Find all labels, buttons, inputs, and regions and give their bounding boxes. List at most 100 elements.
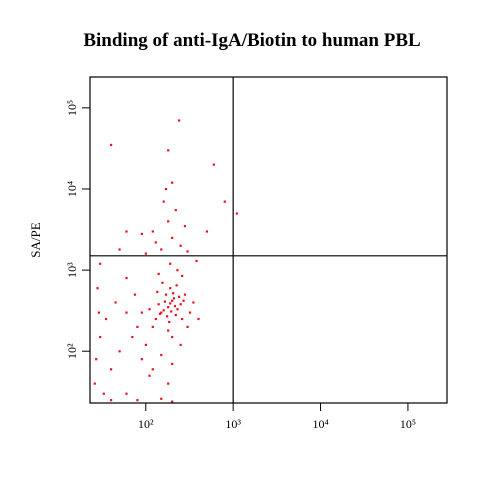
points [93,119,238,403]
y-tick-label: 10⁴ [65,181,79,197]
dot [160,353,163,357]
dot [136,399,139,402]
chart-title: Binding of anti-IgA/Biotin to human PBL [83,30,420,51]
dot [162,200,165,203]
x-tick-label: 10⁴ [312,417,328,431]
dot [182,299,185,302]
dot [177,295,181,298]
dot [125,230,128,233]
dot [172,292,175,295]
y-tick-label: 10² [65,343,79,359]
dot [186,250,189,253]
dot [166,315,169,318]
plot-frame [89,76,448,404]
dot [125,392,128,395]
dot [167,329,170,332]
dot [148,374,151,377]
dot [136,325,139,328]
dot [174,209,177,212]
dot [170,310,173,313]
dot [160,397,163,400]
dot [114,301,117,304]
dot [144,343,147,346]
dot [125,276,128,280]
dot [148,308,151,311]
dot [172,297,176,300]
dot [179,343,182,346]
dot [160,248,163,251]
dot [183,293,187,296]
dot [97,311,100,314]
dot [188,311,192,314]
dot [164,187,168,191]
dot [167,382,170,385]
dot [176,308,179,311]
dot [110,368,113,371]
dot [168,320,171,324]
dot [171,335,174,339]
y-tick-label: 10³ [65,262,79,278]
x-tick-label: 10² [138,417,154,431]
dot [151,325,154,328]
dot [144,252,147,255]
dot [131,335,134,339]
dot [192,301,195,304]
dot [154,241,157,244]
dot [175,284,178,287]
dot [96,287,99,290]
dot [171,181,174,184]
dot [176,269,179,272]
dot [169,262,172,265]
dot [104,317,108,321]
dot [156,290,159,294]
dot [167,306,170,309]
dot [99,335,102,339]
dot [163,300,166,303]
dot [167,149,170,152]
dot [125,311,128,314]
dot [177,119,181,122]
dot [133,293,137,296]
dot [157,303,160,306]
dot [223,200,226,203]
dot [158,312,162,315]
dot [164,293,168,296]
dot [179,303,182,306]
dot [186,325,189,328]
dot [205,230,209,233]
dot [235,212,238,215]
dot [118,248,121,251]
dot [140,232,143,236]
dot [110,399,113,402]
dot [99,262,102,265]
dot [118,350,121,353]
dot [140,358,143,361]
dot [169,302,172,305]
dot [174,313,177,317]
dot [197,317,200,321]
dot [171,400,174,403]
y-tick-label: 10⁵ [65,100,79,116]
dot [102,392,105,395]
dot [161,281,164,284]
dot [154,317,157,321]
dot [95,358,98,361]
dot [171,362,174,365]
dot [140,311,143,314]
dot [169,287,172,290]
dot [110,143,113,147]
x-tick-label: 10³ [225,417,241,431]
dot [173,305,177,308]
dot [167,220,170,223]
dot [160,311,163,314]
dot [183,224,187,228]
dot [157,272,160,276]
x-tick-label: 10⁵ [400,417,416,431]
dot [171,299,174,302]
dot [212,163,215,166]
dot [195,259,198,263]
y-axis-label: SA/PE [28,222,43,257]
dot [93,382,96,385]
dot [151,230,154,233]
dot [179,244,182,247]
